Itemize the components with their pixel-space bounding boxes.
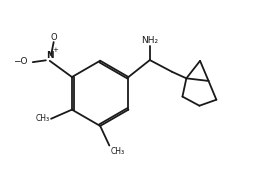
Text: CH₃: CH₃ [111,147,125,156]
Text: NH₂: NH₂ [141,36,158,45]
Text: +: + [53,47,58,53]
Text: O: O [51,32,58,42]
Text: N: N [46,51,54,60]
Text: −O: −O [13,57,27,66]
Text: CH₃: CH₃ [36,114,50,123]
